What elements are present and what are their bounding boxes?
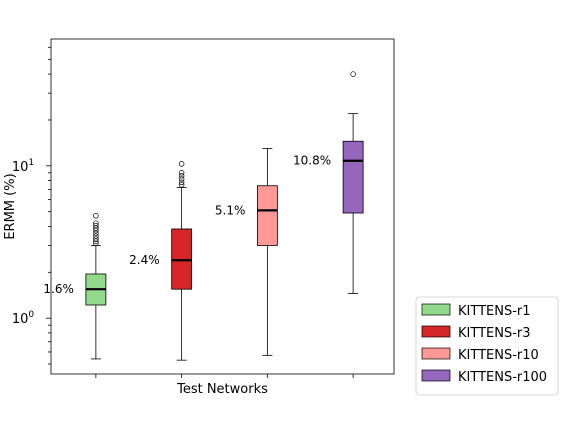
box-iqr	[256, 185, 278, 246]
outlier-point	[178, 176, 185, 182]
outlier-point	[178, 161, 185, 167]
axes-group: 100 101 Test Networks ERMM (%)	[3, 38, 395, 397]
legend-swatch	[421, 347, 451, 360]
box-kittens-r3: 2.4%	[129, 161, 193, 361]
outlier-point	[93, 213, 99, 219]
outlier-point	[93, 236, 99, 242]
box-kittens-r100: 10.8%	[293, 71, 364, 294]
legend-swatch	[421, 303, 451, 316]
outlier-point	[350, 71, 356, 77]
y-tick-label: 100	[12, 310, 35, 327]
y-axis-label: ERMM (%)	[3, 173, 18, 239]
box-series-group: 1.6% 2.4% 5.1% 10.8%	[43, 71, 364, 361]
median-value-label: 2.4%	[129, 253, 160, 267]
outlier-point	[93, 233, 99, 239]
median-value-label: 10.8%	[293, 154, 331, 168]
plot-frame	[50, 38, 395, 375]
legend-label: KITTENS-r100	[458, 370, 547, 385]
outlier-point	[178, 179, 185, 186]
legend-swatch	[421, 325, 451, 338]
box-iqr	[171, 228, 193, 290]
x-axis-label: Test Networks	[176, 382, 268, 397]
y-tick-label: 101	[12, 158, 34, 175]
legend-frame	[415, 296, 559, 396]
legend-label: KITTENS-r10	[458, 348, 539, 363]
legend-label: KITTENS-r1	[458, 304, 531, 319]
outlier-point	[178, 182, 185, 188]
median-value-label: 1.6%	[43, 282, 74, 296]
outlier-point	[93, 222, 99, 229]
box-iqr	[342, 140, 364, 214]
median-value-label: 5.1%	[215, 203, 246, 217]
outlier-point	[93, 230, 99, 237]
outlier-point	[178, 170, 185, 176]
legend-label: KITTENS-r3	[458, 326, 531, 341]
outlier-point	[93, 240, 99, 247]
outlier-point	[93, 220, 99, 226]
legend-swatch	[421, 369, 451, 382]
box-kittens-r10: 5.1%	[215, 148, 278, 356]
legend: KITTENS-r1 KITTENS-r3 KITTENS-r10 KITTENS-r…	[415, 296, 559, 396]
outlier-point	[178, 173, 185, 179]
box-kittens-r1: 1.6%	[43, 213, 107, 360]
